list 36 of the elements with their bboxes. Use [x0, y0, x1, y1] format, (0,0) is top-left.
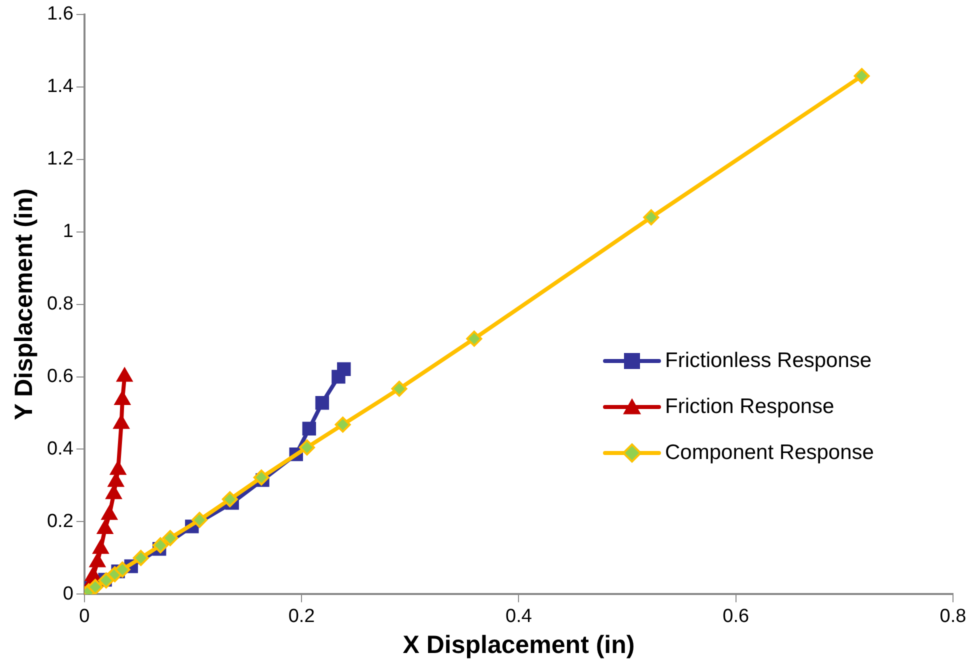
- y-tick-label: 1: [62, 221, 74, 242]
- y-tick-label: 1.6: [46, 4, 74, 25]
- y-tick-label: 0.6: [46, 366, 74, 388]
- point: [391, 380, 408, 397]
- legend-label: Friction Response: [665, 395, 834, 419]
- x-axis-title: X Displacement (in): [402, 630, 635, 659]
- point: [466, 330, 482, 347]
- point: [132, 550, 149, 566]
- point: [334, 416, 351, 433]
- point: [253, 470, 270, 486]
- y-tick-label: 0.2: [46, 510, 74, 532]
- point: [192, 512, 208, 528]
- x-tick-label: 0.6: [722, 606, 750, 627]
- legend-label: Component Response: [665, 441, 874, 465]
- point: [152, 537, 168, 554]
- x-tick-label: 0.2: [288, 606, 315, 627]
- point: [337, 362, 351, 376]
- legend-label: Frictionless Response: [665, 349, 872, 373]
- y-axis-title: Y Displacement (in): [10, 188, 38, 420]
- point: [315, 396, 330, 410]
- y-tick-label: 0.8: [46, 294, 74, 315]
- x-tick-label: 0: [79, 606, 90, 627]
- point: [643, 209, 660, 226]
- x-tick-label: 0.4: [505, 606, 532, 627]
- point: [114, 562, 130, 578]
- point: [302, 422, 316, 436]
- point: [87, 578, 104, 594]
- y-tick-label: 0: [62, 583, 74, 604]
- point: [854, 68, 870, 84]
- point: [162, 530, 178, 546]
- y-tick-label: 1.4: [46, 76, 74, 98]
- y-tick-label: 1.2: [46, 148, 74, 170]
- point: [298, 439, 315, 456]
- point: [222, 491, 238, 508]
- x-tick-label: 0.8: [940, 606, 966, 627]
- y-tick-label: 0.4: [46, 438, 74, 460]
